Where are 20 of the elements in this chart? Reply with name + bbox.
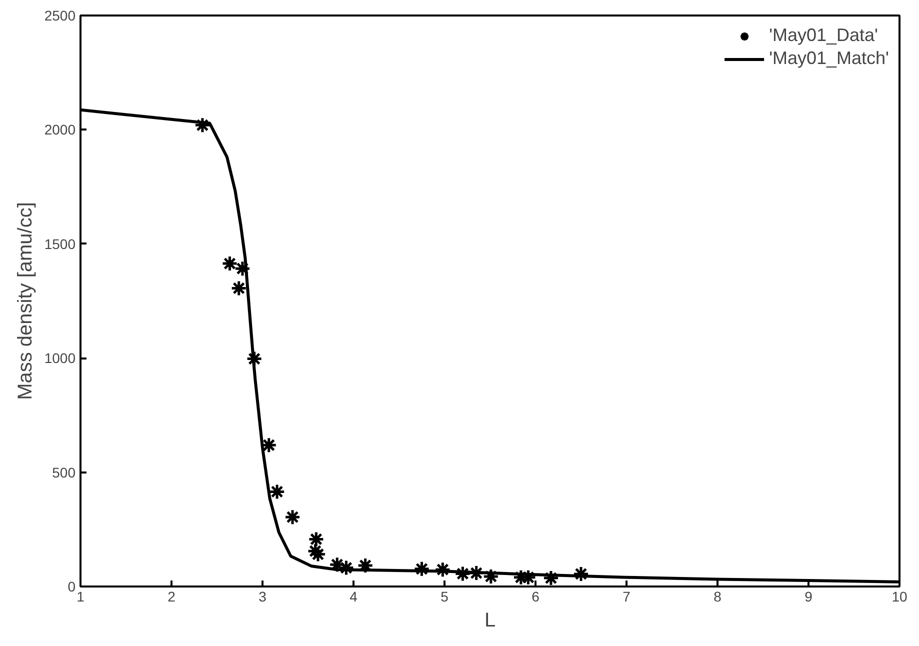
- y-tick-label: 2500: [44, 8, 76, 24]
- x-axis-title: L: [484, 610, 496, 632]
- x-tick-label: 7: [622, 588, 631, 604]
- x-tick-label: 3: [258, 588, 267, 604]
- x-tick-label: 6: [532, 588, 540, 604]
- y-tick-label: 1000: [44, 350, 76, 366]
- y-tick-label: 0: [68, 578, 76, 594]
- x-tick-label: 1: [76, 588, 85, 604]
- legend-label: 'May01_Match': [769, 48, 889, 69]
- legend-label: 'May01_Data': [769, 25, 878, 46]
- x-tick-label: 4: [350, 588, 358, 604]
- x-tick-label: 8: [714, 588, 722, 604]
- y-tick-label: 1500: [44, 236, 76, 252]
- y-tick-label: 2000: [44, 122, 76, 138]
- x-tick-label: 5: [440, 588, 449, 604]
- y-tick-label: 500: [52, 464, 76, 480]
- x-tick-label: 2: [168, 588, 176, 604]
- y-axis-title: Mass density [amu/cc]: [14, 202, 36, 400]
- x-tick-label: 9: [804, 588, 813, 604]
- x-tick-label: 10: [892, 588, 908, 604]
